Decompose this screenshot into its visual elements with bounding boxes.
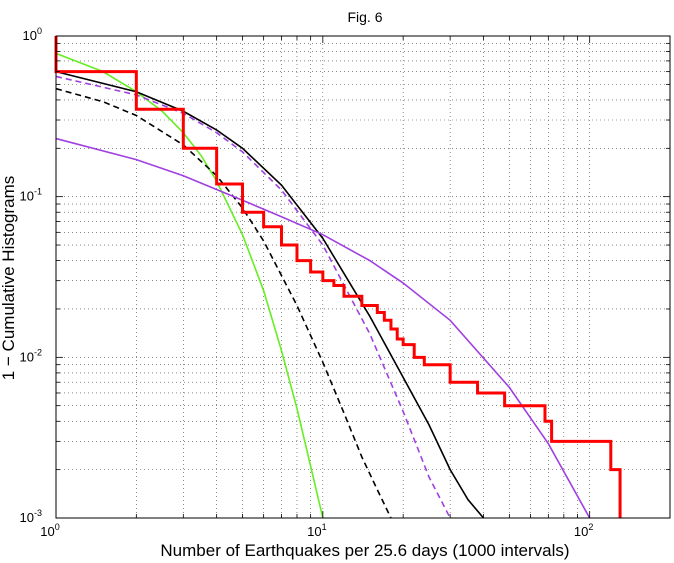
- series-line-2: [55, 87, 392, 519]
- y-tick-label: 100: [23, 26, 42, 43]
- y-tick-label: 10-2: [20, 347, 42, 364]
- x-tick-label: 102: [574, 522, 593, 539]
- series-line-5: [55, 137, 591, 519]
- series-group: [54, 36, 622, 519]
- x-tick-label: 101: [307, 522, 326, 539]
- series-line-6: [54, 36, 622, 518]
- series-line-4: [55, 75, 451, 519]
- x-axis-label: Number of Earthquakes per 25.6 days (100…: [160, 541, 569, 560]
- plot-frame: [55, 35, 671, 519]
- chart-title: Fig. 6: [347, 9, 382, 25]
- y-axis-label: 1 − Cumulative Histograms: [0, 176, 18, 381]
- x-tick-label: 100: [40, 522, 59, 539]
- y-ticks: 10-3 10-2 10-1 100: [20, 26, 670, 525]
- x-ticks: 100 101 102: [40, 36, 671, 539]
- y-tick-label: 10-3: [20, 508, 42, 525]
- y-tick-label: 10-1: [20, 187, 42, 204]
